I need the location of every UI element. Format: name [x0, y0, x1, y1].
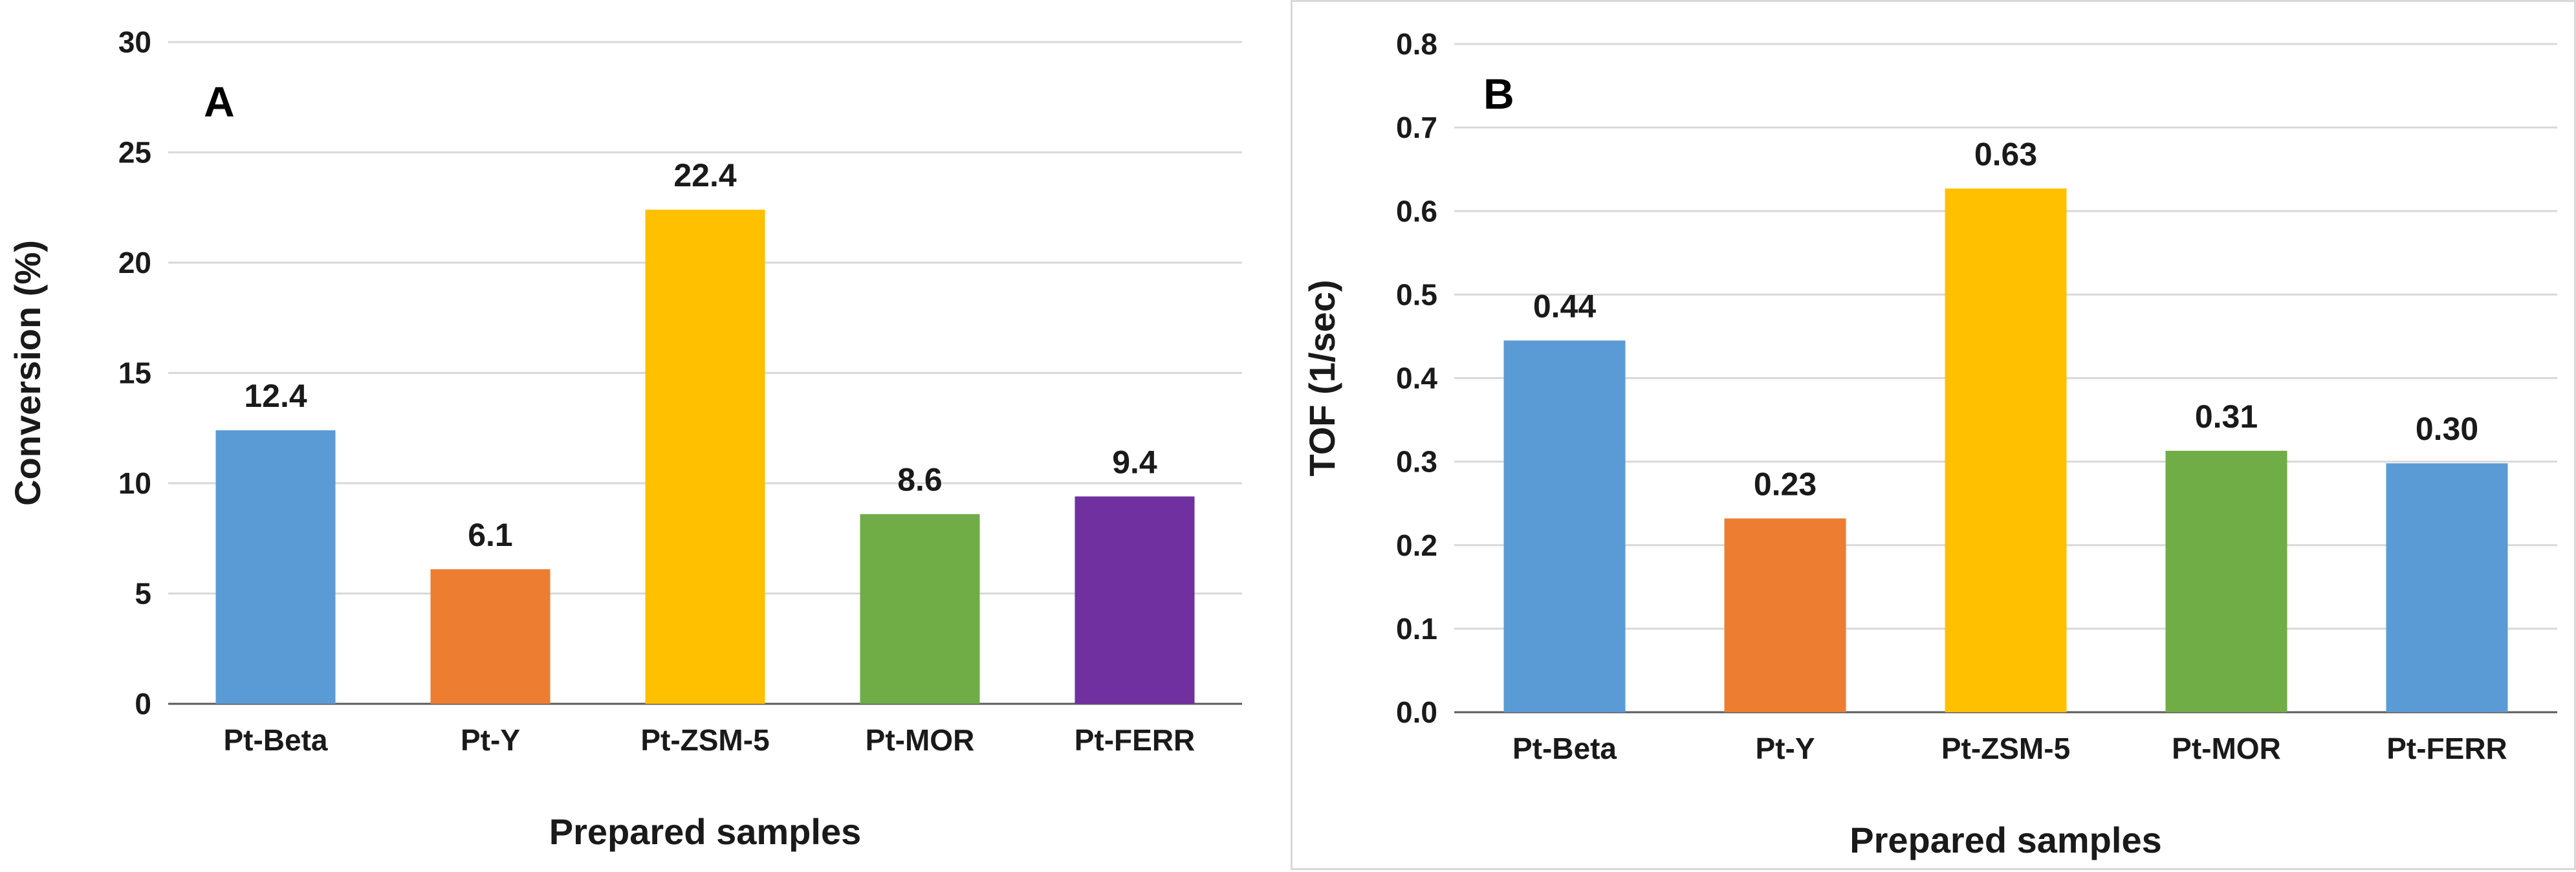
y-tick-label: 0.7 — [1396, 111, 1437, 144]
x-tick-label: Pt-MOR — [2172, 732, 2281, 765]
data-label: 0.44 — [1533, 288, 1597, 324]
chart-b-svg: 0.0 0.1 0.2 0.3 0.4 0.5 0.6 0.7 0.8 0.44 Pt-Beta 0.… — [1302, 27, 2557, 860]
y-tick-label: 15 — [118, 356, 151, 390]
bar-pt-beta — [1503, 340, 1626, 712]
x-axis-title: Prepared samples — [549, 811, 861, 852]
y-axis-title: Conversion (%) — [7, 240, 48, 506]
y-tick-label: 0 — [135, 687, 151, 721]
data-label: 0.30 — [2416, 411, 2478, 447]
bar-pt-zsm-5 — [645, 210, 765, 704]
x-tick-label: Pt-Beta — [1512, 732, 1617, 765]
x-tick-label: Pt-ZSM-5 — [1941, 732, 2070, 765]
data-label: 22.4 — [673, 157, 737, 193]
bar-pt-y — [1724, 518, 1846, 712]
x-tick-label: Pt-Y — [1756, 732, 1815, 765]
panel-label: A — [204, 78, 235, 125]
data-label: 0.31 — [2195, 398, 2258, 435]
bar-pt-mor — [2165, 450, 2287, 712]
x-tick-label: Pt-Beta — [223, 723, 327, 757]
chart-panel-a: 0 5 10 15 20 25 30 12.4 Pt-Beta 6.1 Pt-Y 22.4 Pt-ZSM… — [0, 0, 1268, 870]
y-tick-label: 0.1 — [1396, 612, 1437, 646]
y-tick-label: 0.4 — [1396, 362, 1437, 395]
x-tick-label: Pt-MOR — [866, 723, 975, 757]
bar-pt-mor — [860, 514, 980, 704]
y-tick-label: 0.5 — [1396, 278, 1437, 311]
data-label: 8.6 — [897, 462, 943, 498]
data-label: 6.1 — [468, 517, 513, 553]
data-label: 9.4 — [1112, 444, 1157, 480]
x-tick-label: Pt-Y — [461, 723, 520, 757]
data-label: 12.4 — [244, 378, 307, 414]
y-tick-label: 20 — [118, 246, 151, 279]
data-label: 0.63 — [1974, 136, 2037, 172]
data-label: 0.23 — [1754, 466, 1817, 502]
x-tick-label: Pt-ZSM-5 — [640, 723, 769, 757]
y-axis-title: TOF (1/sec) — [1302, 280, 1342, 477]
bar-pt-y — [430, 569, 551, 704]
y-tick-label: 0.0 — [1396, 695, 1437, 729]
y-tick-label: 0.6 — [1396, 194, 1437, 228]
bar-pt-zsm-5 — [1945, 188, 2067, 713]
chart-panel-b: 0.0 0.1 0.2 0.3 0.4 0.5 0.6 0.7 0.8 0.44 Pt-Beta 0.… — [1291, 0, 2576, 870]
bar-pt-ferr — [2386, 463, 2508, 712]
chart-a-svg: 0 5 10 15 20 25 30 12.4 Pt-Beta 6.1 Pt-Y 22.4 Pt-ZSM… — [7, 25, 1242, 852]
x-axis-title: Prepared samples — [1850, 820, 2161, 860]
y-tick-label: 0.8 — [1396, 27, 1437, 61]
y-tick-label: 10 — [118, 466, 151, 500]
bar-pt-ferr — [1075, 496, 1195, 704]
y-tick-label: 0.3 — [1396, 445, 1437, 479]
y-tick-label: 5 — [135, 577, 151, 611]
y-tick-label: 30 — [118, 25, 151, 59]
y-tick-label: 0.2 — [1396, 529, 1437, 562]
panel-label: B — [1483, 70, 1514, 118]
x-tick-label: Pt-FERR — [1075, 723, 1195, 757]
bar-pt-beta — [215, 430, 336, 704]
x-tick-label: Pt-FERR — [2386, 732, 2507, 765]
y-tick-label: 25 — [118, 136, 151, 169]
